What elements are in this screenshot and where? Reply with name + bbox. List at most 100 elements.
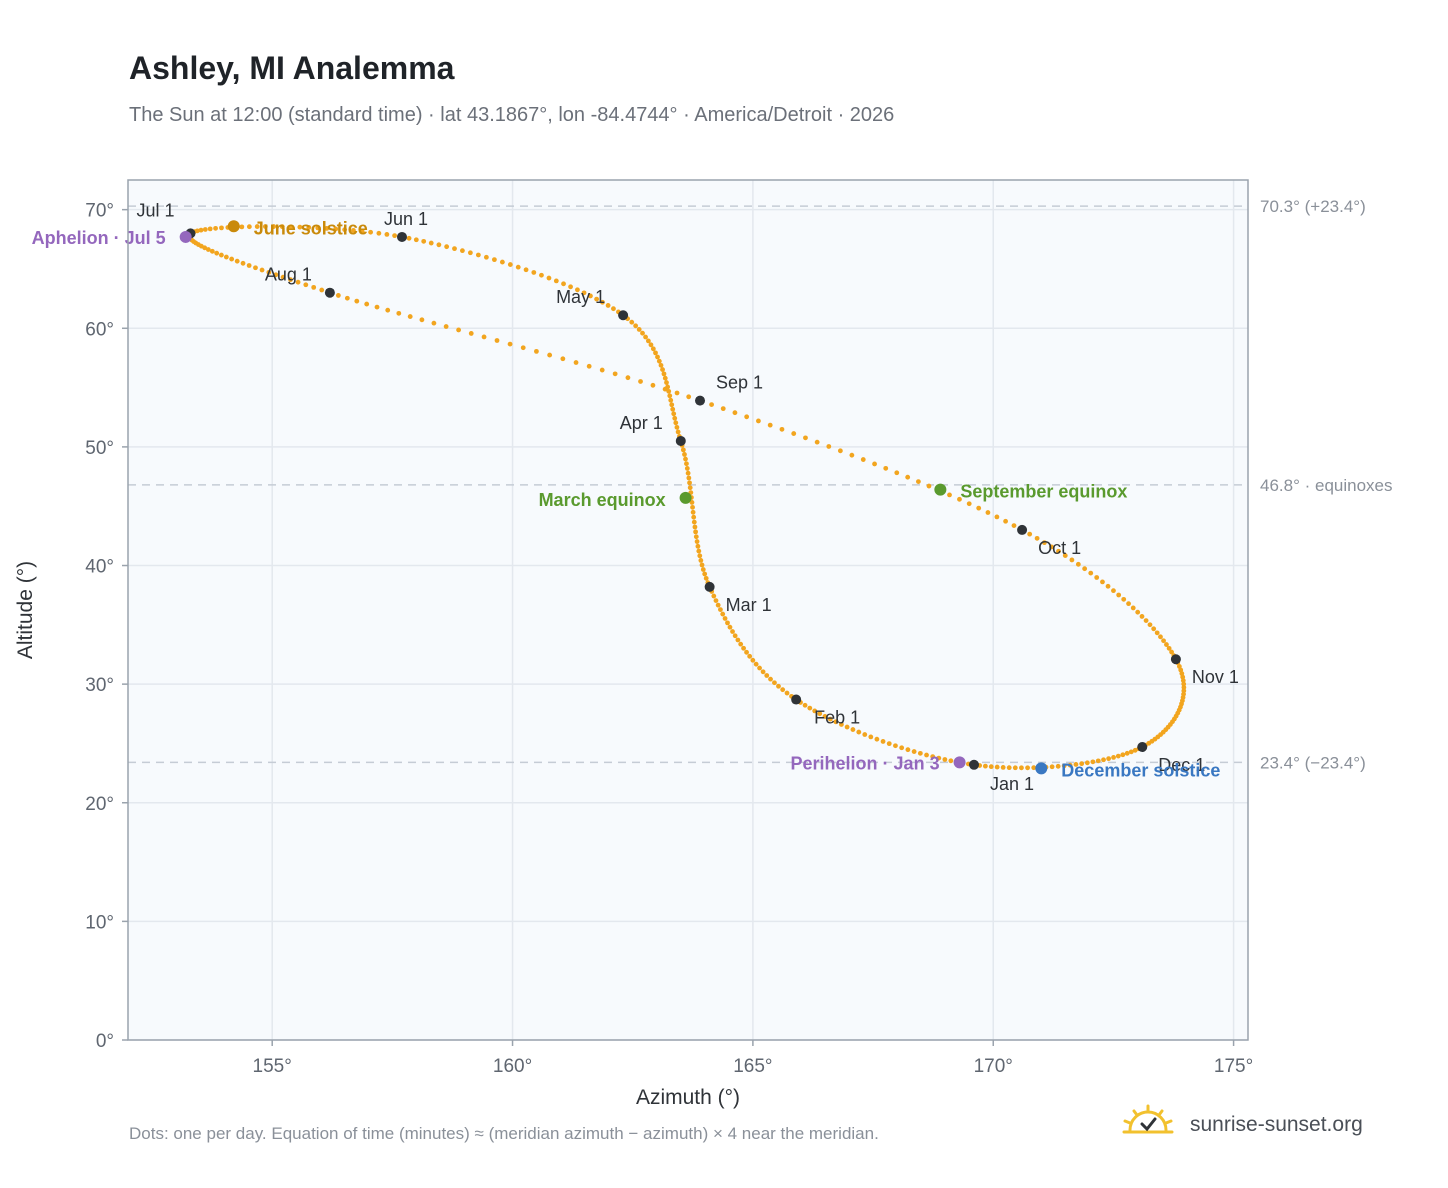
daily-dot <box>673 420 679 426</box>
daily-dot <box>460 248 465 254</box>
month-label: Dec 1 <box>1158 755 1205 775</box>
daily-dot <box>573 360 579 365</box>
daily-dot <box>1073 762 1079 767</box>
y-tick-label: 10° <box>85 912 114 933</box>
daily-dot <box>1088 570 1094 576</box>
daily-dot <box>982 763 988 769</box>
daily-dot <box>686 394 692 400</box>
daily-dot <box>468 331 474 336</box>
markers <box>179 220 1181 775</box>
daily-dot <box>229 256 235 262</box>
daily-dot <box>926 483 932 489</box>
event-marker <box>179 230 192 243</box>
event-label: September equinox <box>960 482 1127 502</box>
daily-dot <box>693 534 699 540</box>
daily-dot <box>772 680 777 686</box>
daily-dot <box>374 304 380 310</box>
daily-dot <box>306 225 312 230</box>
daily-dot <box>406 235 412 241</box>
month-label: Sep 1 <box>716 373 763 393</box>
daily-dot <box>702 571 708 577</box>
daily-dot <box>280 274 286 280</box>
event-marker <box>953 756 966 769</box>
daily-dot <box>735 637 741 643</box>
daily-dot <box>709 402 714 408</box>
x-tick-label: 160° <box>493 1056 532 1077</box>
daily-dot <box>680 447 686 453</box>
daily-dot <box>791 431 797 436</box>
y-tick-label: 40° <box>85 557 114 578</box>
daily-dot <box>893 743 898 749</box>
daily-dot <box>575 287 580 293</box>
daily-dot <box>994 764 1000 770</box>
daily-dot <box>640 330 645 336</box>
daily-dot <box>668 397 674 403</box>
daily-dot <box>814 439 820 445</box>
daily-dot <box>812 708 818 714</box>
daily-dot <box>693 529 698 535</box>
daily-dot <box>1166 645 1172 651</box>
daily-dot <box>645 338 651 344</box>
daily-dot <box>650 346 656 352</box>
daily-dot <box>1027 531 1033 537</box>
daily-dot <box>335 293 341 298</box>
daily-dot <box>1075 561 1081 567</box>
event-label: March equinox <box>539 490 666 510</box>
daily-dot <box>661 371 667 377</box>
daily-dot <box>611 306 616 312</box>
daily-dot <box>1003 518 1008 524</box>
daily-dot <box>364 301 370 307</box>
daily-dot <box>599 367 605 373</box>
daily-dot <box>690 504 695 510</box>
daily-dot <box>732 410 738 416</box>
daily-dot <box>684 461 689 467</box>
daily-dot <box>1128 749 1134 755</box>
daily-dot <box>732 633 738 639</box>
daily-dot <box>209 248 215 254</box>
reference-lines: 70.3° (+23.4°) 46.8° · equinoxes 23.4° (−2… <box>128 197 1393 772</box>
event-marker <box>1035 762 1048 775</box>
daily-dot <box>413 237 419 243</box>
daily-dot <box>684 466 690 471</box>
month-label: Apr 1 <box>620 413 663 433</box>
daily-dot <box>1132 747 1138 753</box>
daily-dot <box>1095 758 1101 764</box>
daily-dot <box>303 282 309 288</box>
daily-dot <box>856 729 862 735</box>
month-label: Feb 1 <box>814 708 860 728</box>
daily-dot <box>899 745 905 751</box>
daily-dot <box>1181 685 1187 690</box>
month-marker <box>791 694 802 705</box>
daily-dot <box>713 598 719 604</box>
daily-dot <box>694 539 700 544</box>
daily-dot <box>957 496 962 502</box>
daily-dot <box>1154 630 1160 636</box>
daily-dot <box>948 758 954 764</box>
daily-dot <box>288 277 293 283</box>
daily-dot <box>605 303 611 308</box>
daily-dot <box>253 265 258 271</box>
daily-dot <box>715 602 721 608</box>
daily-dot <box>779 426 785 432</box>
axes: 155° 160° 165° 170° 175° 0° 10° 20° 30° 40° 50° 60°… <box>14 179 1253 1109</box>
daily-dot <box>738 641 744 647</box>
daily-dot <box>675 429 681 435</box>
daily-dot <box>319 287 325 293</box>
daily-dot <box>860 457 866 462</box>
daily-dot <box>311 284 317 290</box>
daily-dot <box>655 354 660 360</box>
daily-dot <box>718 607 723 613</box>
sun-logo-icon <box>1122 1104 1174 1134</box>
daily-dot <box>1006 765 1012 771</box>
daily-dot <box>1161 638 1166 644</box>
daily-dot <box>883 465 889 471</box>
daily-dot <box>744 649 749 655</box>
daily-dot <box>988 764 994 770</box>
daily-dot <box>1049 764 1055 770</box>
daily-dot <box>354 298 360 304</box>
daily-dot <box>722 616 728 621</box>
daily-dot <box>711 593 717 599</box>
daily-dot <box>351 228 356 233</box>
x-tick-label: 170° <box>974 1056 1013 1077</box>
